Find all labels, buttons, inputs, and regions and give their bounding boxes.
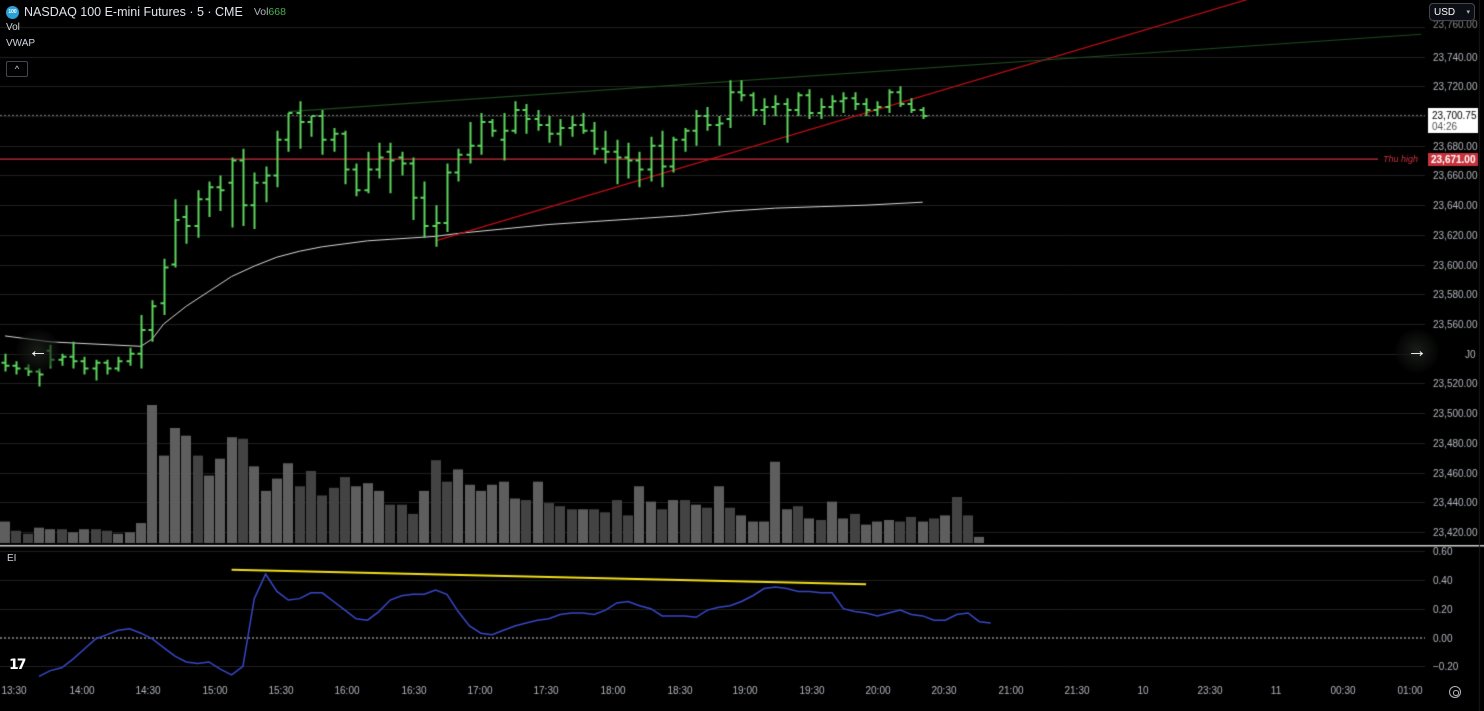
chevron-down-icon: ▾ (1466, 9, 1470, 16)
currency-selector[interactable]: USD ▾ (1429, 3, 1475, 21)
arrow-left-icon: ← (28, 339, 48, 362)
symbol-title[interactable]: NASDAQ 100 E-mini Futures · 5 · CME (24, 5, 243, 19)
scroll-left-button[interactable]: ← (16, 329, 60, 373)
chart-legend: 100 NASDAQ 100 E-mini Futures · 5 · CME … (6, 4, 286, 52)
chevron-up-icon: ^ (14, 64, 20, 74)
arrow-right-icon: → (1407, 339, 1427, 362)
indicator-vol-label[interactable]: Vol (6, 22, 20, 33)
settings-icon[interactable] (1449, 686, 1461, 698)
volume-label: Vol (253, 6, 269, 18)
scroll-right-button[interactable]: → (1395, 329, 1439, 373)
tradingview-logo-icon[interactable]: 17 (9, 657, 27, 673)
volume-value: 668 (268, 6, 286, 18)
indicator-vwap-label[interactable]: VWAP (6, 38, 36, 49)
currency-value: USD (1434, 6, 1456, 18)
symbol-row[interactable]: 100 NASDAQ 100 E-mini Futures · 5 · CME … (6, 4, 286, 20)
ei-indicator-label[interactable]: EI (7, 553, 17, 564)
collapse-legend-button[interactable]: ^ (6, 61, 28, 77)
symbol-logo-icon: 100 (6, 5, 19, 19)
